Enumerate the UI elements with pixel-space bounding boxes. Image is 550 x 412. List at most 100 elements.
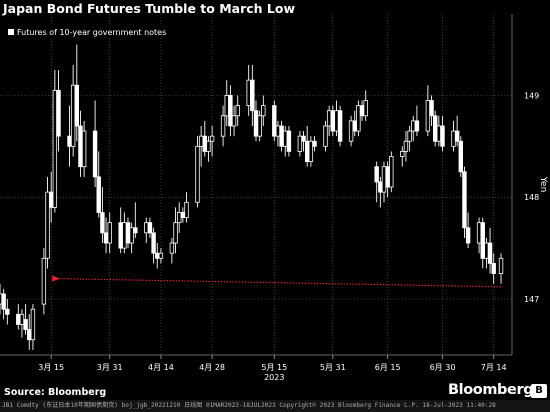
source-label: Source: Bloomberg	[4, 387, 107, 398]
candle	[279, 120, 284, 152]
candle-body-up	[209, 135, 215, 142]
candle	[352, 110, 357, 137]
candle-body-down	[151, 232, 156, 254]
candle-body-up	[144, 222, 149, 234]
candle-body-down	[5, 308, 10, 315]
candle-body-up	[334, 110, 339, 132]
candle-body-down	[337, 110, 343, 142]
candle	[432, 110, 438, 147]
candle-body-down	[440, 125, 445, 147]
legend: Futures of 10-year government notes	[5, 26, 171, 38]
candle	[414, 105, 420, 137]
candle	[378, 176, 383, 208]
candle	[158, 248, 164, 264]
candle-body-down	[202, 135, 207, 152]
page-title: Japan Bond Futures Tumble to March Low	[3, 1, 296, 16]
candle-body-up	[436, 125, 442, 142]
candle	[498, 253, 504, 284]
candle-body-up	[283, 130, 288, 147]
candle	[429, 95, 434, 126]
candle-body-down	[49, 191, 54, 208]
candle-body-up	[407, 130, 412, 142]
candle-body-up	[326, 110, 332, 127]
candle-body-down	[228, 95, 233, 127]
candle	[228, 85, 233, 137]
candle-body-up	[257, 115, 262, 137]
candle	[301, 131, 306, 152]
candle	[250, 64, 255, 126]
candle	[374, 161, 379, 203]
y-axis-title: Yen	[538, 176, 548, 193]
candle-body-down	[155, 252, 160, 259]
candle-body-up	[176, 212, 182, 224]
candle	[334, 100, 339, 137]
candle	[476, 217, 482, 254]
x-tick-label: 3月 31	[97, 363, 123, 372]
candle-body-up	[198, 135, 204, 147]
candle-body-down	[378, 181, 383, 193]
candle	[246, 64, 251, 116]
candle	[231, 105, 237, 137]
candle	[407, 125, 412, 152]
candle-body-up	[231, 115, 237, 127]
candle-body-up	[81, 130, 87, 168]
candle-body-down	[250, 79, 255, 112]
candle	[118, 207, 123, 254]
legend-label: Futures of 10-year government notes	[17, 28, 166, 37]
x-tick-label: 4月 14	[148, 363, 174, 372]
candle-body-up	[425, 100, 431, 132]
candle	[81, 120, 87, 177]
candle	[180, 207, 186, 223]
candle	[144, 217, 149, 244]
y-tick-label: 149	[524, 91, 539, 100]
candle	[330, 105, 335, 137]
candle	[129, 222, 134, 254]
candle	[381, 161, 387, 203]
candle-body-down	[359, 105, 365, 117]
candle	[173, 207, 178, 254]
candle-body-down	[96, 176, 101, 213]
candle	[195, 136, 200, 208]
y-tick-label: 148	[524, 193, 539, 202]
candle	[403, 131, 409, 162]
candle	[283, 125, 288, 157]
x-tick-label: 7月 14	[481, 363, 507, 372]
candle	[484, 237, 489, 269]
candle-body-down	[480, 222, 485, 259]
candle-body-up	[261, 105, 266, 117]
legend-swatch	[8, 29, 14, 35]
candle-body-down	[462, 171, 467, 229]
candle-body-up	[184, 201, 189, 218]
candle	[27, 314, 32, 350]
candle	[297, 131, 303, 157]
candle	[151, 227, 156, 264]
candle	[235, 95, 240, 126]
candle	[147, 217, 153, 238]
candle-body-up	[19, 313, 25, 325]
candle	[458, 136, 463, 177]
candle	[286, 125, 292, 157]
candle	[275, 120, 281, 147]
candle-body-up	[275, 125, 281, 137]
candle	[23, 304, 28, 335]
candle	[67, 105, 72, 167]
candle	[16, 304, 21, 330]
candle-body-up	[235, 105, 240, 117]
candle-body-down	[429, 100, 434, 117]
candle	[74, 44, 79, 142]
candle-body-down	[1, 293, 6, 310]
candle-body-up	[400, 151, 405, 157]
candle	[411, 115, 416, 142]
candle-body-down	[432, 115, 438, 142]
candle	[253, 100, 259, 142]
y-tick-label: 147	[524, 295, 539, 304]
candle	[1, 288, 6, 320]
candle-body-up	[323, 125, 328, 147]
candle	[272, 100, 277, 142]
candle	[107, 212, 112, 254]
candle	[487, 227, 493, 274]
candle-body-down	[27, 329, 32, 341]
legend-background	[5, 26, 171, 38]
candle	[78, 110, 83, 177]
candle-body-up	[122, 222, 127, 249]
